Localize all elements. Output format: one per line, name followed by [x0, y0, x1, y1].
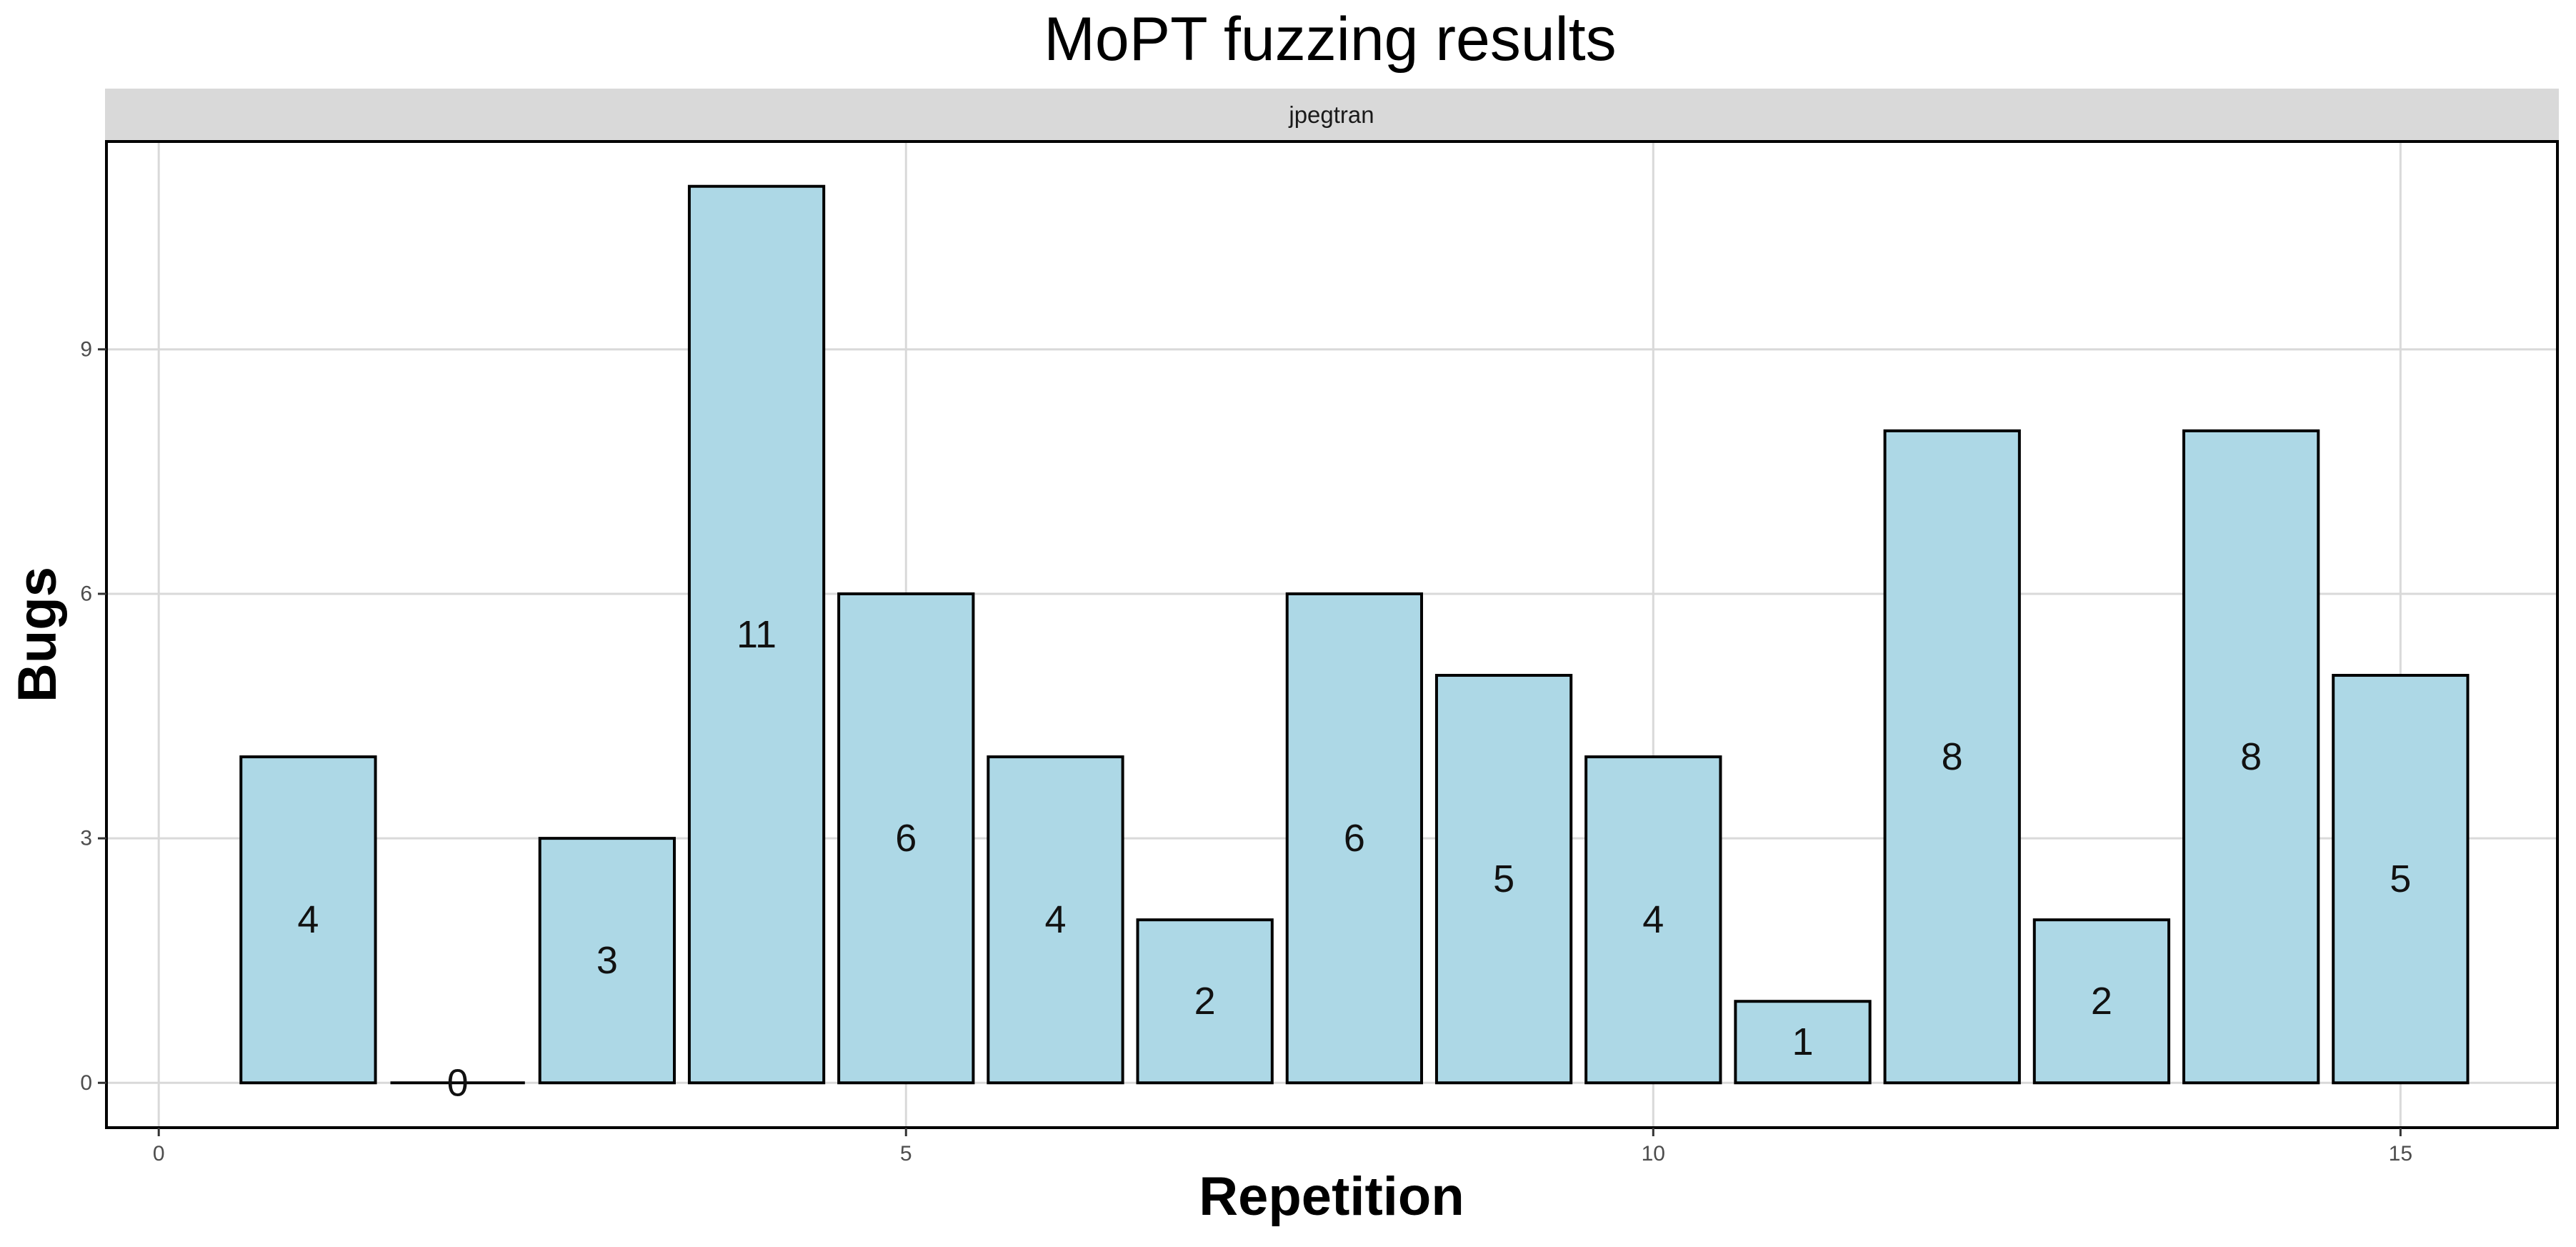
y-tick-label: 3 [80, 827, 92, 850]
y-tick-label: 0 [80, 1071, 92, 1095]
bar-value-label: 4 [297, 898, 319, 941]
bar-value-label: 5 [2390, 858, 2411, 900]
x-tick-label: 15 [2389, 1142, 2412, 1166]
bar-value-label: 5 [1493, 858, 1514, 900]
bar-value-label: 6 [895, 817, 917, 860]
bar-value-labels: 4 0 3 11 6 4 2 6 5 4 1 8 2 8 5 [297, 613, 2411, 1104]
bar-value-label: 2 [2091, 980, 2112, 1023]
bar-value-label: 11 [737, 613, 777, 656]
bar [2182, 429, 2320, 1085]
bar-value-label: 3 [596, 939, 618, 982]
x-axis-title: Repetition [1199, 1166, 1464, 1227]
bar [2032, 918, 2171, 1085]
bar-value-label: 4 [1044, 898, 1066, 941]
y-tick-label: 6 [80, 582, 92, 605]
x-tick-label: 10 [1642, 1142, 1665, 1166]
y-axis-title: Bugs [7, 567, 68, 702]
x-tick-label: 5 [900, 1142, 912, 1166]
bar [1285, 592, 1424, 1085]
bar [687, 184, 826, 1085]
panel-border [105, 140, 2559, 1129]
x-tick-label: 0 [153, 1142, 165, 1166]
y-tick-label: 9 [80, 337, 92, 361]
facet-strip-label: jpegtran [1288, 101, 1374, 128]
bar [538, 837, 676, 1085]
bar [1434, 674, 1573, 1085]
bar [2332, 674, 2470, 1085]
bar-value-label: 8 [1942, 735, 1963, 778]
facet-strip [105, 89, 2559, 141]
bar-value-label: 0 [447, 1061, 469, 1104]
y-axis: 0 3 6 9 [80, 337, 106, 1095]
bar-value-label: 2 [1194, 980, 1216, 1023]
bar [239, 755, 377, 1085]
bar [1584, 755, 1722, 1085]
bar-value-label: 8 [2240, 735, 2262, 778]
bars [239, 184, 2470, 1085]
bar [837, 592, 975, 1085]
bar [1883, 429, 2021, 1085]
bar-value-label: 4 [1642, 898, 1664, 941]
bar [1734, 1000, 1872, 1085]
bar [987, 755, 1124, 1085]
bar-value-label: 6 [1344, 817, 1365, 860]
x-axis: 0 5 10 15 [153, 1128, 2412, 1166]
bar [1136, 918, 1274, 1085]
chart-title: MoPT fuzzing results [1044, 5, 1616, 74]
bar-value-label: 1 [1792, 1020, 1813, 1063]
